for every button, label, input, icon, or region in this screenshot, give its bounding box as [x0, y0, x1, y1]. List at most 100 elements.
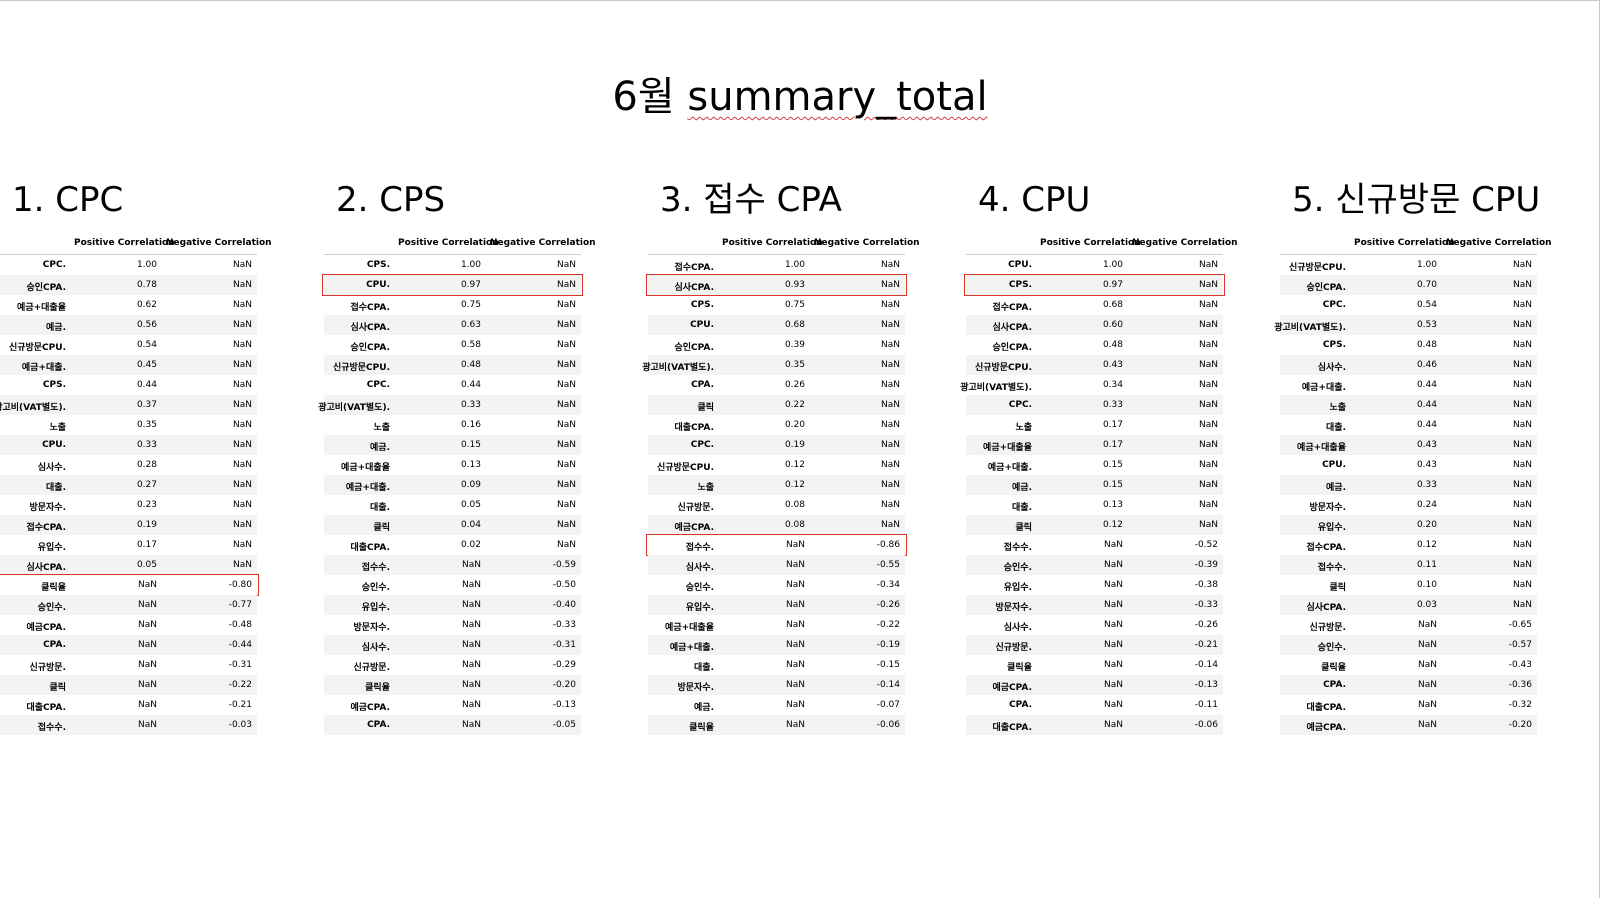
- negative-value: -0.29: [552, 660, 576, 670]
- table-row: 클릭율 NaN -0.43: [1280, 655, 1537, 675]
- positive-value: NaN: [462, 680, 481, 690]
- row-label: 접수수.: [1317, 563, 1346, 573]
- row-label: 대출CPA.: [674, 423, 715, 433]
- negative-value: -0.31: [552, 640, 576, 650]
- row-label: CPA.: [43, 640, 66, 650]
- positive-value: NaN: [1104, 600, 1123, 610]
- negative-value: NaN: [233, 340, 252, 350]
- table-row: 예금+대출율 0.13 NaN: [324, 455, 581, 475]
- negative-value: NaN: [1513, 500, 1532, 510]
- table-row: 예금. 0.15 NaN: [966, 475, 1223, 495]
- positive-correlation-header: Positive Correlation: [398, 238, 499, 248]
- table-row: 승인수. NaN -0.77: [0, 595, 257, 615]
- positive-value: 0.48: [1102, 340, 1123, 350]
- table-row: 신규방문CPU. 1.00 NaN: [1280, 255, 1537, 275]
- positive-value: 0.03: [1416, 600, 1437, 610]
- negative-value: NaN: [1199, 340, 1218, 350]
- negative-value: NaN: [557, 300, 576, 310]
- positive-value: NaN: [1418, 620, 1437, 630]
- row-label: 예금CPA.: [1306, 723, 1347, 733]
- row-label: 심사수.: [37, 463, 66, 473]
- row-label: 예금+대출.: [987, 463, 1032, 473]
- positive-value: NaN: [462, 600, 481, 610]
- positive-value: 0.22: [784, 400, 805, 410]
- negative-value: NaN: [1513, 260, 1532, 270]
- row-label: 신규방문.: [995, 643, 1032, 653]
- row-label: 심사CPA.: [674, 283, 715, 293]
- table-row: CPU. 1.00 NaN: [966, 255, 1223, 275]
- positive-value: 1.00: [136, 260, 157, 270]
- positive-value: 0.12: [1102, 520, 1123, 530]
- positive-value: 0.12: [784, 460, 805, 470]
- row-label: CPC.: [42, 260, 66, 270]
- table-row: 승인수. NaN -0.39: [966, 555, 1223, 575]
- positive-value: 0.05: [460, 500, 481, 510]
- positive-value: 0.54: [136, 340, 157, 350]
- negative-value: NaN: [557, 420, 576, 430]
- negative-value: -0.22: [228, 680, 252, 690]
- negative-value: NaN: [1513, 420, 1532, 430]
- row-label: 심사CPA.: [992, 323, 1033, 333]
- negative-value: NaN: [1513, 360, 1532, 370]
- negative-value: -0.48: [228, 620, 252, 630]
- row-label: 유입수.: [685, 603, 714, 613]
- table-row: 예금. NaN -0.07: [648, 695, 905, 715]
- negative-value: -0.55: [876, 560, 900, 570]
- table-row: 대출CPA. NaN -0.21: [0, 695, 257, 715]
- row-label: 접수수.: [1003, 543, 1032, 553]
- negative-value: NaN: [557, 280, 576, 290]
- positive-value: NaN: [786, 580, 805, 590]
- positive-value: 0.15: [460, 440, 481, 450]
- positive-value: NaN: [786, 620, 805, 630]
- negative-value: NaN: [1199, 300, 1218, 310]
- table-row: 광고비(VAT별도). 0.33 NaN: [318, 395, 581, 415]
- negative-value: -0.14: [876, 680, 900, 690]
- negative-value: -0.86: [876, 540, 900, 550]
- positive-value: 0.17: [1102, 420, 1123, 430]
- negative-value: -0.39: [1194, 560, 1218, 570]
- table-row: 대출. NaN -0.15: [648, 655, 905, 675]
- negative-value: NaN: [881, 420, 900, 430]
- row-label: 유입수.: [1317, 523, 1346, 533]
- table-row: CPC. 0.44 NaN: [324, 375, 581, 395]
- row-label: 예금+대출.: [21, 363, 66, 373]
- negative-value: NaN: [557, 340, 576, 350]
- table-row: CPA. NaN -0.44: [0, 635, 257, 655]
- row-label: 승인CPA.: [350, 343, 391, 353]
- row-label: CPA.: [1323, 680, 1346, 690]
- negative-value: -0.21: [1194, 640, 1218, 650]
- positive-value: NaN: [1418, 700, 1437, 710]
- negative-value: -0.14: [1194, 660, 1218, 670]
- negative-value: -0.33: [1194, 600, 1218, 610]
- table-row: CPU. 0.33 NaN: [0, 435, 257, 455]
- positive-value: 0.16: [460, 420, 481, 430]
- negative-value: NaN: [881, 340, 900, 350]
- negative-value: NaN: [233, 280, 252, 290]
- page-title: 6월 summary_total: [0, 72, 1600, 122]
- positive-value: 0.93: [784, 280, 805, 290]
- row-label: 심사CPA.: [26, 563, 67, 573]
- table-row: CPU. 0.97 NaN: [324, 275, 581, 295]
- table-row: 심사수. NaN -0.31: [324, 635, 581, 655]
- negative-value: NaN: [1513, 560, 1532, 570]
- table-row: 승인수. NaN -0.34: [648, 575, 905, 595]
- table-row: 접수수. NaN -0.86: [648, 535, 905, 555]
- row-label: CPC.: [366, 380, 390, 390]
- section-4: 4. CPU Positive Correlation Negative Corre…: [960, 178, 1238, 735]
- negative-value: NaN: [233, 540, 252, 550]
- table-row: 방문자수. NaN -0.33: [966, 595, 1223, 615]
- table-row: 방문자수. NaN -0.33: [324, 615, 581, 635]
- table-row: 접수CPA. 0.12 NaN: [1280, 535, 1537, 555]
- table-row: 접수수. NaN -0.59: [324, 555, 581, 575]
- negative-value: -0.50: [552, 580, 576, 590]
- positive-value: NaN: [138, 700, 157, 710]
- positive-value: NaN: [462, 560, 481, 570]
- table-row: CPU. 0.68 NaN: [648, 315, 905, 335]
- negative-value: -0.77: [228, 600, 252, 610]
- negative-value: -0.65: [1508, 620, 1532, 630]
- table-row: 유입수. NaN -0.40: [324, 595, 581, 615]
- table-row: 접수CPA. 1.00 NaN: [648, 255, 905, 275]
- row-label: 클릭율: [365, 683, 390, 693]
- row-label: 신규방문.: [1309, 623, 1346, 633]
- negative-value: NaN: [557, 320, 576, 330]
